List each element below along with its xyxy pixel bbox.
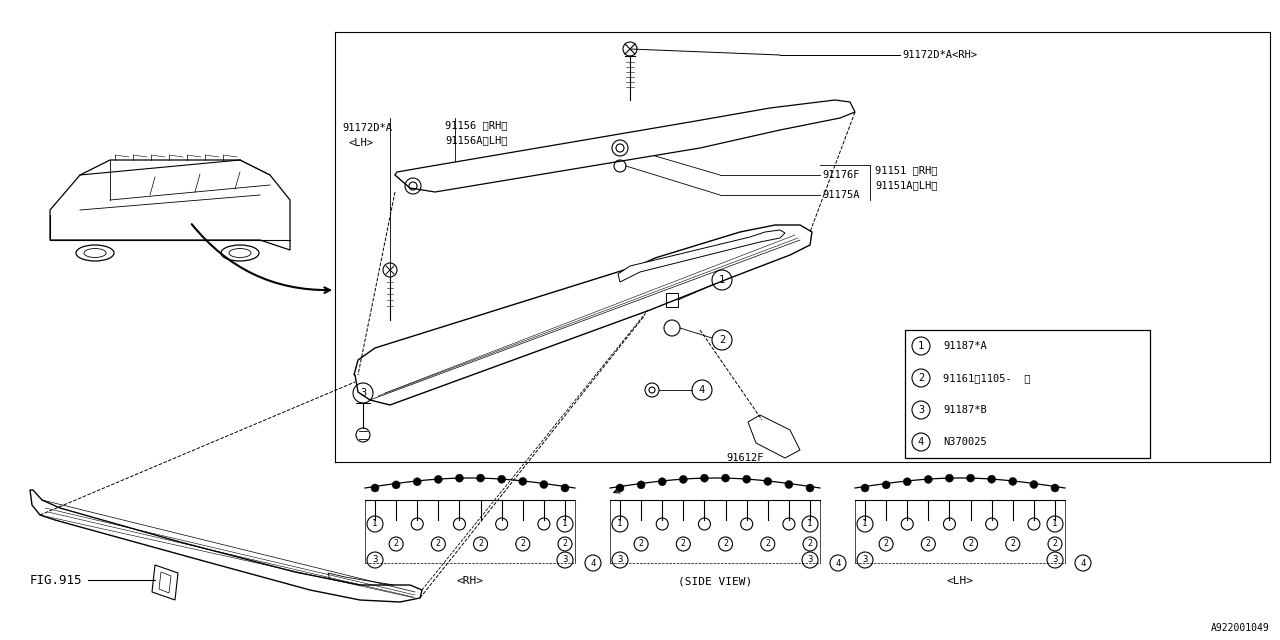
Bar	[905, 330, 1149, 458]
Circle shape	[540, 481, 548, 488]
Circle shape	[722, 474, 730, 482]
Text: 2: 2	[477, 540, 483, 548]
Text: 1: 1	[719, 275, 726, 285]
Text: 2: 2	[808, 540, 813, 548]
Text: 1: 1	[918, 341, 924, 351]
Circle shape	[434, 476, 443, 483]
Text: 91156A〈LH〉: 91156A〈LH〉	[445, 135, 507, 145]
Text: 4: 4	[699, 385, 705, 395]
Circle shape	[966, 474, 974, 482]
Text: 1: 1	[808, 520, 813, 529]
Circle shape	[700, 474, 708, 482]
Text: FIG.915: FIG.915	[29, 573, 82, 586]
Text: 2: 2	[765, 540, 771, 548]
Text: 91156 〈RH〉: 91156 〈RH〉	[445, 120, 507, 130]
Circle shape	[561, 484, 570, 492]
Circle shape	[476, 474, 485, 482]
Text: 1: 1	[1052, 520, 1057, 529]
Circle shape	[988, 476, 996, 483]
Polygon shape	[618, 230, 785, 282]
Text: 1: 1	[863, 520, 868, 529]
Circle shape	[456, 474, 463, 482]
Circle shape	[785, 481, 792, 488]
Text: (SIDE VIEW): (SIDE VIEW)	[678, 576, 753, 586]
Circle shape	[518, 477, 527, 485]
Circle shape	[392, 481, 401, 489]
Text: 1: 1	[617, 520, 622, 529]
Text: 4: 4	[1080, 559, 1085, 568]
Circle shape	[680, 476, 687, 483]
Polygon shape	[355, 225, 812, 405]
Circle shape	[882, 481, 890, 489]
Text: 2: 2	[394, 540, 398, 548]
Polygon shape	[328, 573, 398, 590]
Text: 4: 4	[918, 437, 924, 447]
Text: 91612F: 91612F	[726, 453, 763, 463]
Text: 3: 3	[918, 405, 924, 415]
Text: 3: 3	[863, 556, 868, 564]
Circle shape	[1030, 481, 1038, 488]
Text: 2: 2	[968, 540, 973, 548]
Text: 4: 4	[836, 559, 841, 568]
Text: 3: 3	[372, 556, 378, 564]
Text: 91161〈1105-  〉: 91161〈1105- 〉	[943, 373, 1030, 383]
Text: 1: 1	[372, 520, 378, 529]
Text: 3: 3	[1052, 556, 1057, 564]
Text: 2: 2	[925, 540, 931, 548]
Text: 91176F: 91176F	[822, 170, 859, 180]
Circle shape	[637, 481, 645, 489]
Text: 2: 2	[562, 540, 567, 548]
Text: <LH>: <LH>	[946, 576, 974, 586]
Text: 91187*A: 91187*A	[943, 341, 987, 351]
Text: 3: 3	[808, 556, 813, 564]
Text: 2: 2	[1052, 540, 1057, 548]
Text: N370025: N370025	[943, 437, 987, 447]
Bar	[666, 293, 678, 307]
Text: 91172D*A: 91172D*A	[342, 123, 392, 133]
Text: 91151A〈LH〉: 91151A〈LH〉	[876, 180, 937, 190]
Circle shape	[764, 477, 772, 485]
Text: 3: 3	[562, 556, 568, 564]
Circle shape	[861, 484, 869, 492]
Text: 91175A: 91175A	[822, 190, 859, 200]
Circle shape	[806, 484, 814, 492]
Text: A922001049: A922001049	[1211, 623, 1270, 633]
Text: 2: 2	[520, 540, 525, 548]
Text: 91151 〈RH〉: 91151 〈RH〉	[876, 165, 937, 175]
Circle shape	[924, 476, 932, 483]
Polygon shape	[29, 490, 422, 602]
Text: 2: 2	[681, 540, 686, 548]
Text: 91187*B: 91187*B	[943, 405, 987, 415]
Text: 2: 2	[723, 540, 728, 548]
Text: <RH>: <RH>	[457, 576, 484, 586]
Circle shape	[946, 474, 954, 482]
Circle shape	[1009, 477, 1016, 485]
Circle shape	[371, 484, 379, 492]
Text: 2: 2	[719, 335, 726, 345]
Text: 2: 2	[918, 373, 924, 383]
Circle shape	[904, 477, 911, 486]
Circle shape	[498, 476, 506, 483]
Text: 3: 3	[360, 388, 366, 398]
Circle shape	[658, 477, 666, 486]
Text: <LH>: <LH>	[348, 138, 372, 148]
Circle shape	[1051, 484, 1059, 492]
Circle shape	[413, 477, 421, 486]
Text: 2: 2	[883, 540, 888, 548]
Text: 3: 3	[617, 556, 622, 564]
Text: 2: 2	[1010, 540, 1015, 548]
Text: 1: 1	[562, 520, 568, 529]
Text: 2: 2	[435, 540, 440, 548]
Text: 91172D*A<RH>: 91172D*A<RH>	[902, 50, 977, 60]
Text: 4: 4	[590, 559, 595, 568]
Circle shape	[616, 484, 625, 492]
Text: 2: 2	[639, 540, 644, 548]
Circle shape	[742, 476, 750, 483]
Polygon shape	[396, 100, 855, 192]
